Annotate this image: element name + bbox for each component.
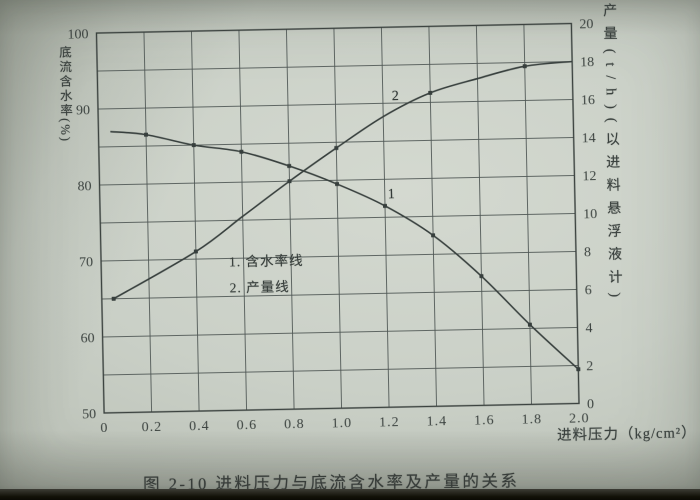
- figure-2-10: 100 90 80 70 60 50 20 18 16 14 12 10 8 6 4 2 0 0 0.2 0.4 0.6…: [56, 3, 697, 444]
- curve-1-label: 1: [387, 187, 395, 203]
- svg-text:0.2: 0.2: [142, 420, 163, 435]
- data-point: [431, 233, 436, 238]
- legend-item-water-content: 1. 含水率线: [228, 252, 304, 270]
- svg-text:12: 12: [582, 169, 596, 184]
- legend: 1. 含水率线 2. 产量线: [229, 248, 305, 301]
- svg-text:70: 70: [79, 255, 93, 270]
- svg-text:14: 14: [582, 131, 596, 146]
- plot-frame: [95, 22, 580, 414]
- svg-text:1.2: 1.2: [379, 415, 400, 430]
- data-point: [287, 163, 292, 169]
- data-point: [143, 132, 149, 137]
- left-axis-title: 底流含水率(%): [56, 45, 73, 144]
- data-point: [287, 179, 292, 184]
- svg-text:4: 4: [585, 321, 592, 336]
- svg-text:100: 100: [67, 27, 88, 42]
- svg-text:1.8: 1.8: [521, 412, 542, 427]
- curve-2-label: 2: [391, 88, 399, 105]
- svg-text:60: 60: [80, 331, 94, 346]
- svg-text:0: 0: [587, 397, 594, 412]
- svg-text:1.4: 1.4: [426, 414, 447, 429]
- data-point: [428, 90, 433, 95]
- x-tick-labels: 0 0.2 0.4 0.6 0.8 1.0 1.2 1.4 1.6 1.8 2.0: [100, 411, 589, 436]
- photo-table-edge: [0, 489, 700, 500]
- data-point: [522, 64, 527, 69]
- data-point: [111, 296, 116, 301]
- grid-lines: [95, 23, 580, 414]
- data-point: [335, 182, 340, 187]
- curve-1-water-content: [110, 130, 581, 372]
- svg-text:6: 6: [585, 283, 592, 298]
- svg-text:20: 20: [579, 17, 593, 32]
- curve-2-throughput: [111, 60, 573, 301]
- svg-text:0.4: 0.4: [189, 419, 210, 434]
- svg-text:8: 8: [584, 245, 591, 260]
- data-point: [193, 249, 198, 254]
- data-point: [191, 143, 196, 148]
- svg-text:0.6: 0.6: [236, 418, 257, 433]
- svg-text:2.0: 2.0: [569, 411, 590, 426]
- svg-text:1.0: 1.0: [331, 416, 352, 431]
- left-tick-labels: 100 90 80 70 60 50: [67, 27, 96, 422]
- svg-text:50: 50: [82, 407, 96, 422]
- data-point: [334, 145, 339, 150]
- svg-text:1.6: 1.6: [474, 413, 495, 428]
- svg-text:80: 80: [77, 179, 91, 194]
- svg-text:16: 16: [581, 93, 595, 108]
- data-point: [239, 149, 244, 154]
- svg-text:18: 18: [580, 55, 594, 70]
- svg-text:2: 2: [586, 359, 593, 374]
- data-point: [479, 274, 484, 279]
- legend-item-throughput: 2. 产量线: [229, 279, 290, 296]
- svg-text:0.8: 0.8: [284, 417, 305, 432]
- data-point: [576, 367, 581, 372]
- svg-text:10: 10: [583, 207, 597, 222]
- svg-text:90: 90: [76, 103, 90, 118]
- data-point: [527, 322, 532, 327]
- svg-text:0: 0: [100, 421, 108, 436]
- data-point: [382, 203, 388, 208]
